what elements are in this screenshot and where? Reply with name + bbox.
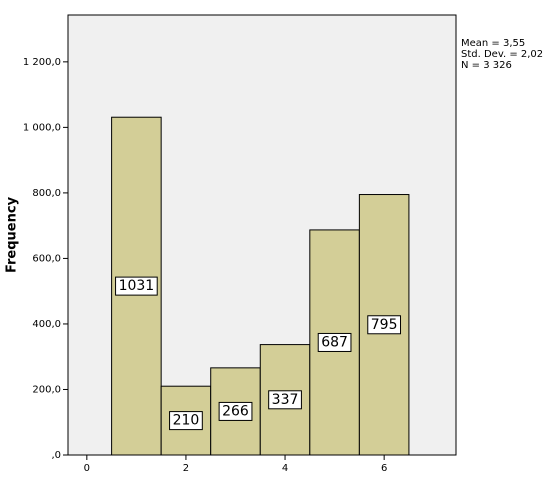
data-label: 687 bbox=[321, 334, 348, 350]
data-label-box bbox=[218, 401, 253, 421]
y-tick-label: 800,0 bbox=[32, 188, 61, 199]
y-tick-label: 400,0 bbox=[32, 319, 61, 330]
data-label: 210 bbox=[173, 413, 200, 429]
x-tick-label: 2 bbox=[183, 463, 189, 474]
y-tick-label: 1 200,0 bbox=[23, 57, 61, 68]
x-tick-label: 0 bbox=[84, 463, 90, 474]
data-label-box bbox=[317, 332, 352, 352]
y-tick-label: 200,0 bbox=[32, 384, 61, 395]
data-label-box bbox=[115, 276, 158, 296]
x-tick-label: 4 bbox=[282, 463, 288, 474]
annotation: Std. Dev. = 2,02 bbox=[461, 49, 543, 60]
data-label: 266 bbox=[222, 403, 249, 419]
data-label-box bbox=[367, 315, 402, 335]
annotation: Mean = 3,55 bbox=[461, 38, 525, 49]
data-label: 1031 bbox=[119, 278, 155, 294]
data-label: 795 bbox=[371, 317, 398, 333]
y-tick-label: 1 000,0 bbox=[23, 122, 61, 133]
data-label-box bbox=[268, 390, 302, 410]
y-tick-label: ,0 bbox=[51, 450, 61, 461]
data-label-box bbox=[169, 411, 203, 431]
x-tick-label: 6 bbox=[381, 463, 387, 474]
y-tick-label: 600,0 bbox=[32, 253, 61, 264]
annotation: N = 3 326 bbox=[461, 60, 512, 71]
data-label: 337 bbox=[272, 392, 299, 408]
y-axis-label: Frequency bbox=[5, 196, 20, 273]
